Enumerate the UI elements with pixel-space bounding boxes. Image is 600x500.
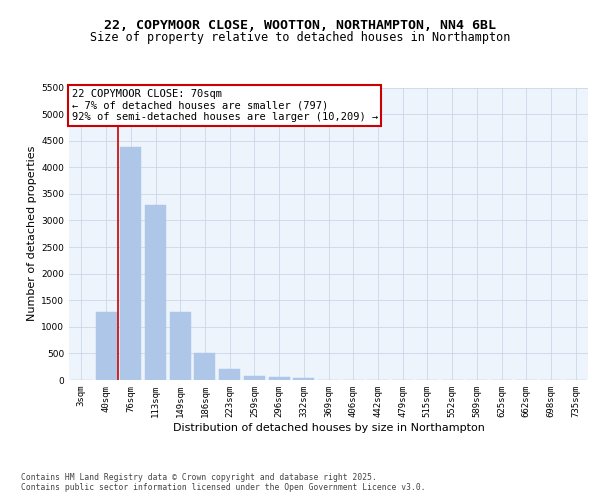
Text: Contains public sector information licensed under the Open Government Licence v3: Contains public sector information licen… bbox=[21, 482, 425, 492]
Bar bbox=[120, 147, 141, 380]
Bar bbox=[170, 312, 191, 380]
Text: 22, COPYMOOR CLOSE, WOOTTON, NORTHAMPTON, NN4 6BL: 22, COPYMOOR CLOSE, WOOTTON, NORTHAMPTON… bbox=[104, 19, 496, 32]
X-axis label: Distribution of detached houses by size in Northampton: Distribution of detached houses by size … bbox=[173, 422, 484, 432]
Text: Contains HM Land Registry data © Crown copyright and database right 2025.: Contains HM Land Registry data © Crown c… bbox=[21, 472, 377, 482]
Bar bbox=[194, 354, 215, 380]
Bar bbox=[244, 376, 265, 380]
Bar bbox=[293, 378, 314, 380]
Bar bbox=[219, 370, 240, 380]
Text: 22 COPYMOOR CLOSE: 70sqm
← 7% of detached houses are smaller (797)
92% of semi-d: 22 COPYMOOR CLOSE: 70sqm ← 7% of detache… bbox=[71, 89, 378, 122]
Bar bbox=[269, 378, 290, 380]
Bar bbox=[95, 312, 116, 380]
Y-axis label: Number of detached properties: Number of detached properties bbox=[27, 146, 37, 322]
Bar bbox=[145, 204, 166, 380]
Text: Size of property relative to detached houses in Northampton: Size of property relative to detached ho… bbox=[90, 31, 510, 44]
